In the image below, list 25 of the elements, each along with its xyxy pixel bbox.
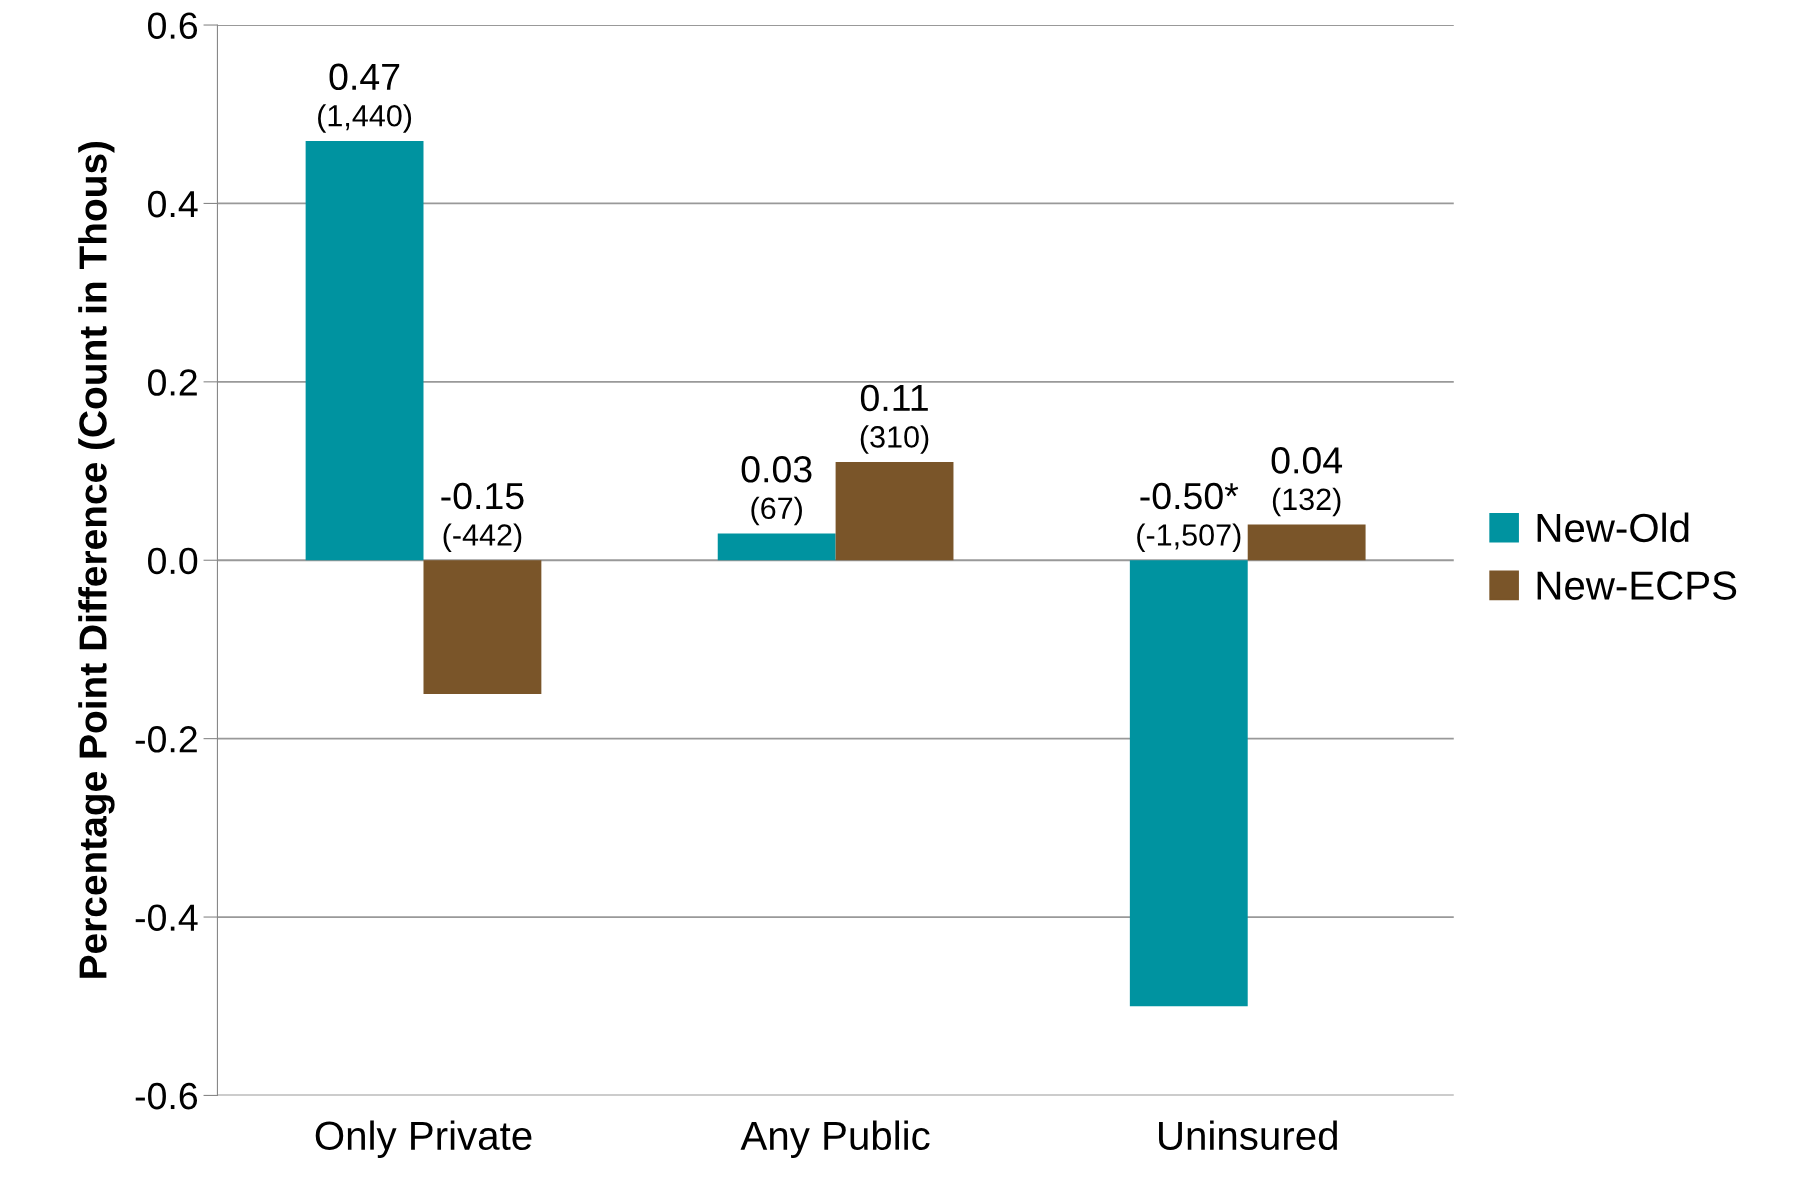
bar — [305, 140, 424, 561]
legend-label: New-Old — [1537, 512, 1689, 543]
x-tick-label: Uninsured — [1159, 1120, 1337, 1151]
y-tick-label: -0.4 — [135, 904, 198, 931]
bar — [835, 462, 954, 561]
y-tick-label: -0.6 — [135, 1082, 198, 1110]
data-label: 0.11 (310) — [860, 384, 929, 454]
data-label: -0.50* (-1,507) — [1137, 482, 1241, 552]
y-tick-label: 0.6 — [148, 12, 198, 39]
data-label: 0.03 (67) — [741, 456, 812, 526]
y-tick-label: 0.0 — [148, 547, 198, 575]
x-tick-label: Any Public — [740, 1120, 930, 1158]
bar — [1247, 524, 1366, 561]
legend-label: New-ECPS — [1537, 571, 1737, 600]
data-label: 0.04 (132) — [1271, 447, 1343, 517]
y-tick-label: 0.2 — [148, 369, 197, 396]
bar — [1129, 560, 1248, 1007]
bar — [423, 560, 542, 695]
data-label: 0.47 (1,440) — [318, 63, 412, 133]
y-axis-title: Percentage Point Difference (Count in Thous) — [78, 141, 115, 978]
x-tick-label: Only Private — [315, 1120, 532, 1158]
y-tick-label: -0.2 — [135, 726, 197, 753]
bar — [717, 533, 836, 561]
y-tick-label: 0.4 — [148, 190, 198, 218]
data-label: -0.15 (-442) — [441, 482, 524, 552]
